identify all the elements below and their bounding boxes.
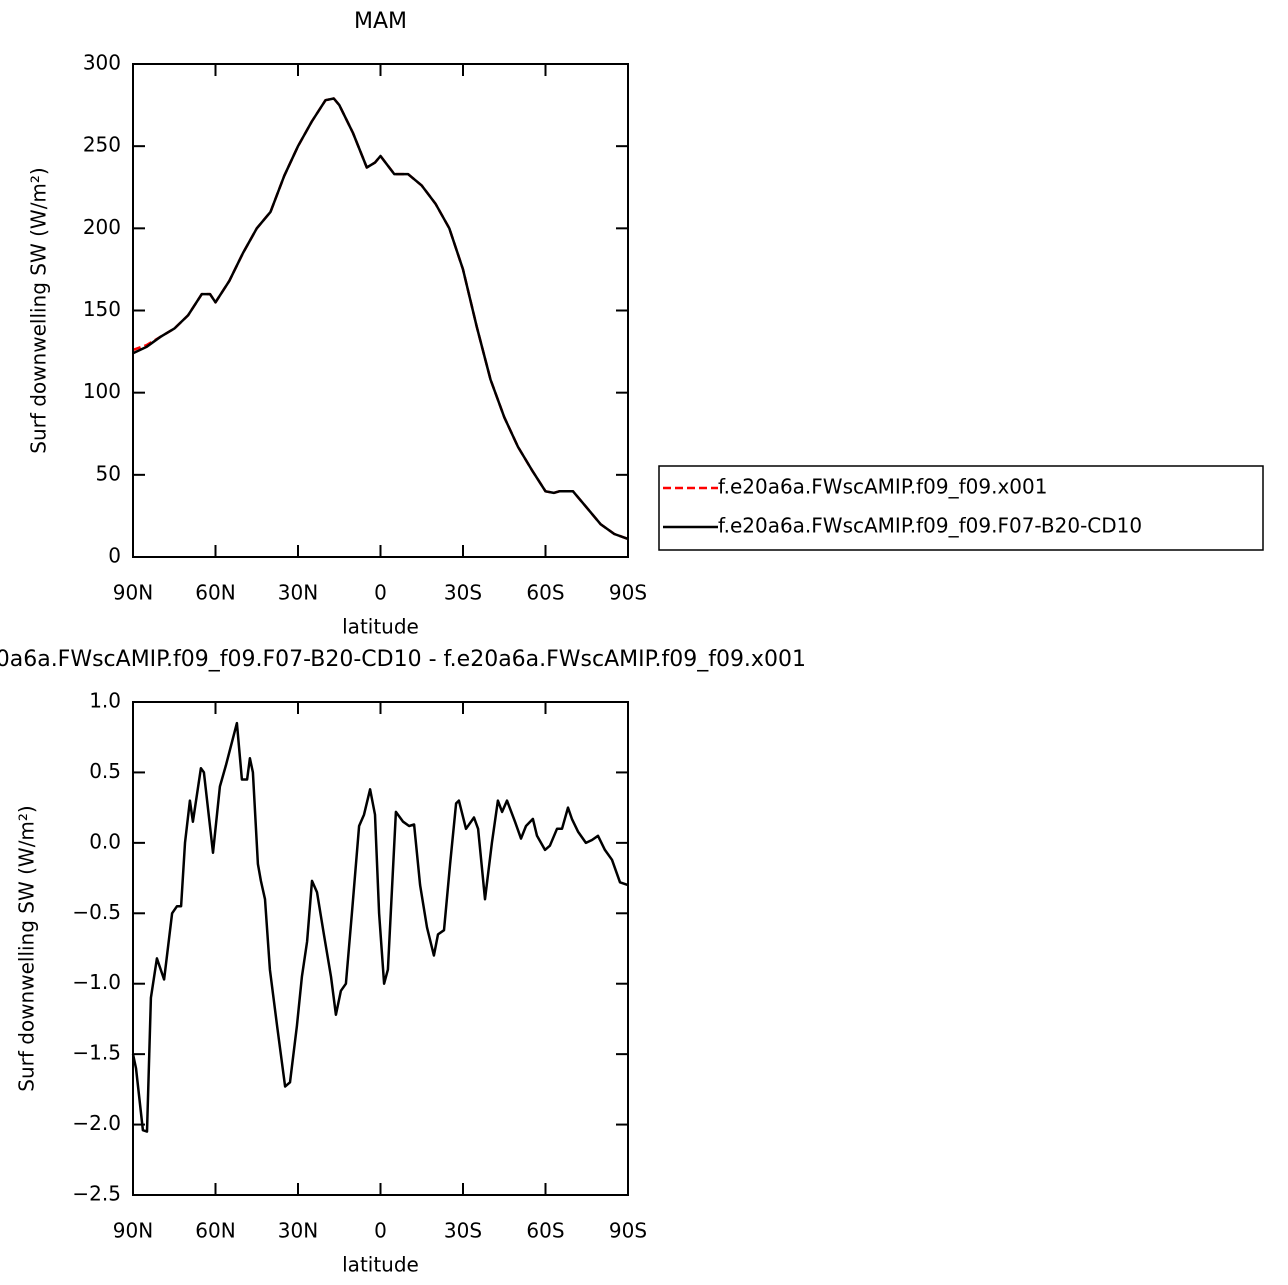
x-tick-label: 60S <box>526 1219 564 1243</box>
x-tick-label: 30S <box>444 1219 482 1243</box>
y-tick-label: −2.5 <box>72 1182 121 1206</box>
x-tick-label: 60N <box>195 581 235 605</box>
x-axis-label: latitude <box>342 1253 419 1277</box>
x-tick-label: 90S <box>609 581 647 605</box>
x-tick-label: 90N <box>113 1219 153 1243</box>
legend-box <box>658 465 1264 551</box>
y-tick-label: 150 <box>83 297 121 321</box>
series-line <box>131 721 629 1133</box>
y-tick-label: 250 <box>83 133 121 157</box>
series-line <box>132 97 629 541</box>
x-tick-label: 90N <box>113 581 153 605</box>
series-line <box>132 97 629 541</box>
chart-title: f.e20a6a.FWscAMIP.f09_f09.F07-B20-CD10 -… <box>0 647 806 672</box>
x-tick-label: 0 <box>374 1219 387 1243</box>
y-axis-label: Surf downwelling SW (W/m²) <box>27 167 51 453</box>
x-tick-label: 30N <box>278 1219 318 1243</box>
y-tick-label: −2.0 <box>72 1111 121 1135</box>
x-tick-label: 30S <box>444 581 482 605</box>
legend-label: f.e20a6a.FWscAMIP.f09_f09.x001 <box>718 475 1047 499</box>
y-tick-label: −0.5 <box>72 900 121 924</box>
y-tick-label: 100 <box>83 379 121 403</box>
y-tick-label: 50 <box>96 461 121 485</box>
y-tick-label: 300 <box>83 51 121 75</box>
plot-frame <box>132 63 629 558</box>
y-tick-label: −1.5 <box>72 1041 121 1065</box>
x-tick-label: 0 <box>374 581 387 605</box>
y-tick-label: 1.0 <box>89 689 121 713</box>
legend-label: f.e20a6a.FWscAMIP.f09_f09.F07-B20-CD10 <box>718 514 1142 538</box>
y-tick-label: 0 <box>108 544 121 568</box>
y-tick-label: 0.0 <box>89 829 121 853</box>
x-tick-label: 90S <box>609 1219 647 1243</box>
x-tick-label: 60S <box>526 581 564 605</box>
x-axis-label: latitude <box>342 615 419 639</box>
plot-frame <box>132 701 629 1196</box>
y-tick-label: 0.5 <box>89 759 121 783</box>
x-tick-label: 60N <box>195 1219 235 1243</box>
x-tick-label: 30N <box>278 581 318 605</box>
y-tick-label: 200 <box>83 215 121 239</box>
y-axis-label: Surf downwelling SW (W/m²) <box>15 805 39 1091</box>
y-tick-label: −1.0 <box>72 970 121 994</box>
chart-title: MAM <box>354 9 407 34</box>
